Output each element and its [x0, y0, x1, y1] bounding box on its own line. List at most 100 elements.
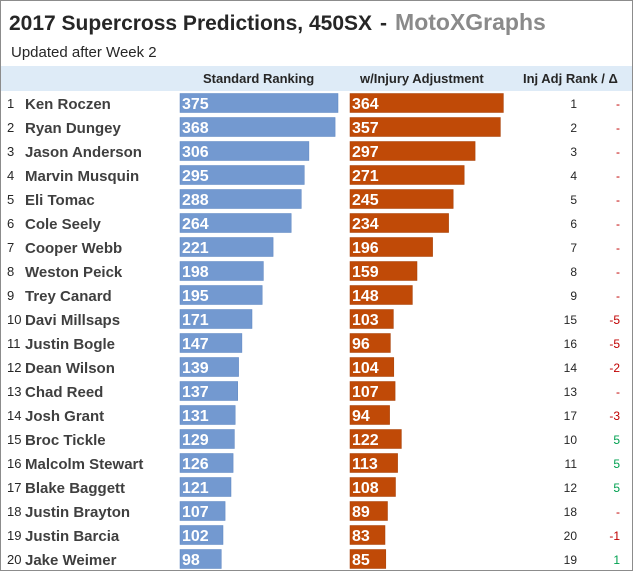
standard-bar	[179, 141, 310, 161]
rank-delta: -	[616, 265, 620, 279]
injury-bar	[349, 117, 501, 137]
injury-value: 234	[352, 216, 379, 233]
chart-title-row: 2017 Supercross Predictions, 450SX - MotoX…	[9, 9, 546, 36]
chart-subtitle: Updated after Week 2	[11, 44, 157, 61]
injury-value: 85	[352, 552, 370, 569]
injury-bar	[349, 141, 476, 161]
standard-bar	[179, 477, 232, 497]
rider-name: Davi Millsaps	[25, 312, 120, 329]
rank-number: 19	[7, 528, 21, 543]
inj-adj-rank: 1	[570, 97, 577, 111]
standard-bar	[179, 261, 264, 281]
injury-bar	[349, 429, 402, 449]
rider-name: Justin Bogle	[25, 336, 115, 353]
standard-bar	[179, 429, 235, 449]
injury-value: 357	[352, 120, 379, 137]
rank-delta: 1	[613, 553, 620, 567]
standard-bar	[179, 405, 236, 425]
standard-value: 295	[182, 168, 209, 185]
injury-bar	[349, 549, 387, 569]
standard-value: 98	[182, 552, 200, 569]
injury-value: 89	[352, 504, 370, 521]
injury-value: 148	[352, 288, 379, 305]
standard-value: 137	[182, 384, 209, 401]
injury-value: 107	[352, 384, 379, 401]
rank-delta: -3	[609, 409, 620, 423]
rider-name: Marvin Musquin	[25, 168, 139, 185]
rank-delta: -	[616, 169, 620, 183]
rank-delta: -1	[609, 529, 620, 543]
rank-delta: 5	[613, 433, 620, 447]
rank-delta: -	[616, 505, 620, 519]
injury-value: 113	[352, 456, 378, 473]
rank-number: 9	[7, 288, 14, 303]
inj-adj-rank: 12	[564, 481, 578, 495]
rider-name: Broc Tickle	[25, 432, 106, 449]
rank-number: 8	[7, 264, 14, 279]
standard-bar	[179, 165, 305, 185]
standard-value: 375	[182, 96, 209, 113]
header-inj-adj-rank-delta: Inj Adj Rank / Δ	[523, 71, 618, 86]
rider-name: Dean Wilson	[25, 360, 115, 377]
standard-value: 288	[182, 192, 209, 209]
injury-bar	[349, 165, 465, 185]
rank-number: 7	[7, 240, 14, 255]
injury-bar	[349, 309, 394, 329]
inj-adj-rank: 4	[570, 169, 577, 183]
standard-value: 107	[182, 504, 209, 521]
inj-adj-rank: 15	[564, 313, 578, 327]
rider-name: Chad Reed	[25, 384, 103, 401]
injury-bar	[349, 189, 454, 209]
standard-bar	[179, 213, 292, 233]
injury-value: 96	[352, 336, 370, 353]
standard-bar	[179, 189, 302, 209]
injury-value: 108	[352, 480, 379, 497]
rider-name: Cooper Webb	[25, 240, 122, 257]
injury-bar	[349, 357, 395, 377]
inj-adj-rank: 14	[564, 361, 578, 375]
standard-value: 121	[182, 480, 209, 497]
rank-number: 13	[7, 384, 21, 399]
injury-bar	[349, 261, 418, 281]
rank-number: 15	[7, 432, 21, 447]
injury-bar	[349, 477, 396, 497]
title-separator: -	[380, 12, 388, 35]
standard-bar	[179, 93, 339, 113]
injury-value: 196	[352, 240, 379, 257]
rank-number: 12	[7, 360, 21, 375]
inj-adj-rank: 13	[564, 385, 578, 399]
injury-value: 103	[352, 312, 379, 329]
standard-bar	[179, 117, 336, 137]
injury-bar	[349, 237, 433, 257]
standard-bar	[179, 453, 234, 473]
rank-delta: -	[616, 289, 620, 303]
rider-name: Jason Anderson	[25, 144, 142, 161]
injury-value: 271	[352, 168, 379, 185]
injury-value: 83	[352, 528, 370, 545]
rank-delta: -	[616, 145, 620, 159]
rank-delta: -	[616, 241, 620, 255]
injury-value: 159	[352, 264, 379, 281]
injury-bar	[349, 405, 390, 425]
rider-name: Trey Canard	[25, 288, 112, 305]
standard-value: 195	[182, 288, 209, 305]
inj-adj-rank: 6	[570, 217, 577, 231]
rank-delta: -	[616, 217, 620, 231]
standard-value: 221	[182, 240, 209, 257]
rider-name: Josh Grant	[25, 408, 104, 425]
standard-value: 198	[182, 264, 209, 281]
standard-bar	[179, 357, 239, 377]
brand-name: MotoXGraphs	[395, 9, 546, 35]
rank-delta: -5	[609, 313, 620, 327]
standard-bar	[179, 501, 226, 521]
standard-bar	[179, 381, 238, 401]
standard-value: 306	[182, 144, 209, 161]
rank-number: 16	[7, 456, 21, 471]
rank-number: 10	[7, 312, 21, 327]
header-standard-ranking: Standard Ranking	[203, 71, 315, 86]
standard-bar	[179, 549, 222, 569]
standard-value: 139	[182, 360, 209, 377]
rank-number: 6	[7, 216, 14, 231]
rank-delta: -	[616, 193, 620, 207]
